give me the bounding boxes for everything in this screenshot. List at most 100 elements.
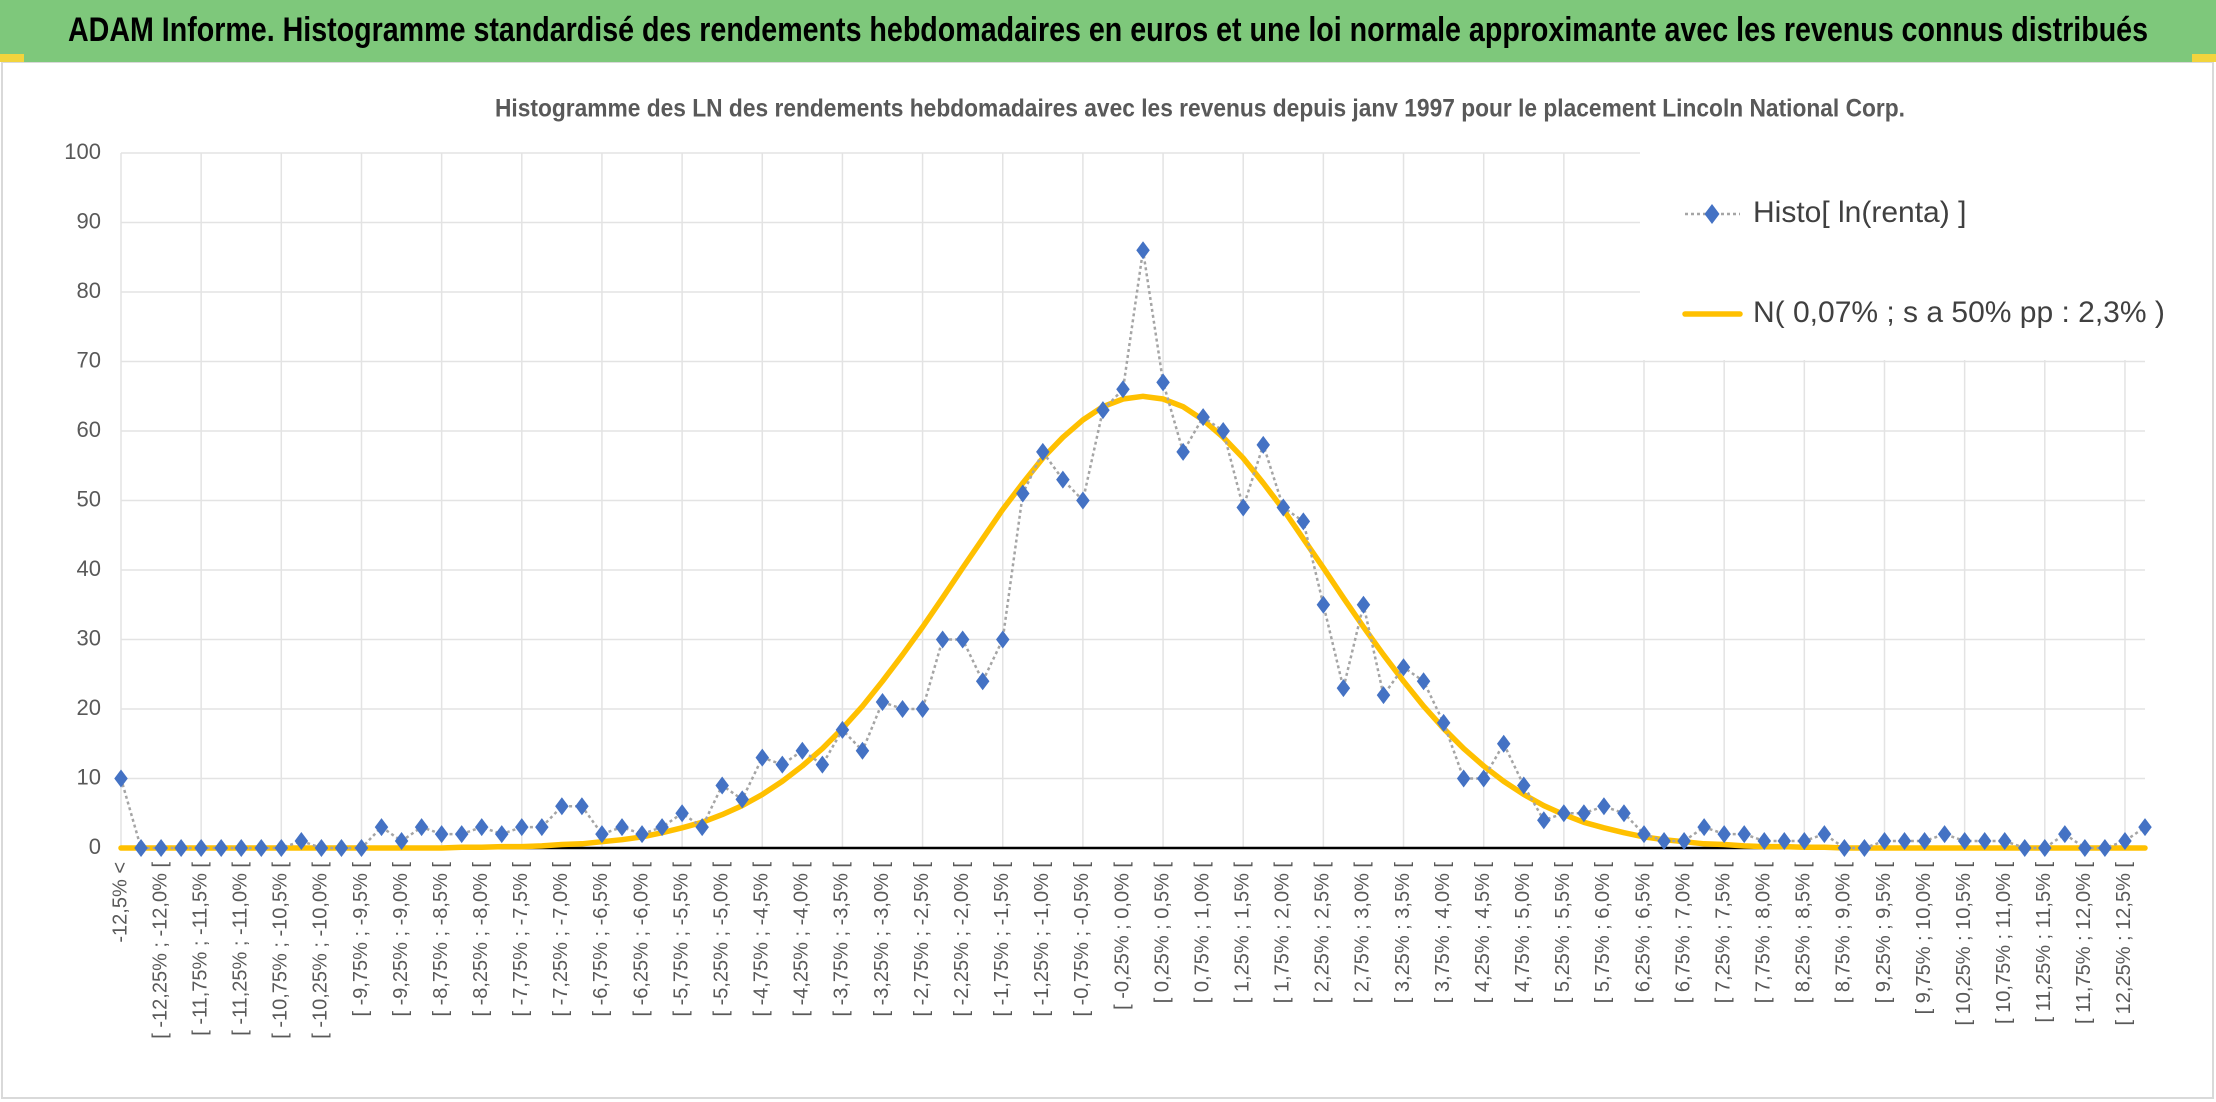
data-point: [314, 839, 329, 857]
data-point: [1236, 498, 1250, 517]
x-tick-label: [ -8,25% ; -8,0% [: [470, 862, 492, 1017]
data-point: [2018, 839, 2032, 857]
data-point: [2098, 839, 2112, 857]
data-point: [655, 818, 669, 837]
data-point: [1296, 512, 1311, 531]
legend-label: N( 0,07% ; s a 50% pp : 2,3% ): [1753, 296, 2165, 329]
x-tick-label: [ 4,25% ; 4,5% [: [1472, 862, 1494, 1004]
data-point: [1396, 658, 1411, 677]
data-point: [1076, 491, 1090, 510]
header-title: ADAM Informe. Histogramme standardisé de…: [68, 11, 2148, 49]
data-point: [1136, 241, 1150, 260]
data-point: [1416, 672, 1431, 691]
data-point: [1717, 825, 1731, 844]
x-tick-label: [ 9,75% ; 10,0% [: [1913, 862, 1935, 1015]
data-point: [1757, 832, 1771, 851]
x-tick-label: [ 11,75% ; 12,0% [: [2073, 862, 2095, 1024]
x-tick-label: [ -7,25% ; -7,0% [: [550, 862, 572, 1017]
data-point: [1997, 832, 2012, 851]
x-tick-label: [ -1,75% ; -1,5% [: [991, 862, 1013, 1017]
x-tick-label: [ -3,75% ; -3,5% [: [831, 862, 853, 1017]
data-point: [1877, 832, 1892, 851]
data-point: [454, 825, 469, 844]
x-tick-label: [ 3,25% ; 3,5% [: [1392, 862, 1414, 1004]
data-point: [2138, 818, 2152, 837]
data-point: [194, 839, 208, 857]
y-tick-label: 80: [77, 278, 101, 303]
y-tick-label: 0: [89, 834, 101, 859]
data-point: [1496, 734, 1511, 753]
data-point: [1116, 380, 1130, 399]
x-tick-label: [ 10,75% ; 11,0% [: [1993, 862, 2015, 1024]
y-tick-label: 70: [77, 347, 101, 372]
x-tick-label: [ 7,75% ; 8,0% [: [1753, 862, 1775, 1004]
data-point: [1456, 769, 1471, 788]
data-point: [1657, 832, 1671, 851]
data-point: [1917, 832, 1932, 851]
x-tick-label: [ 2,75% ; 3,0% [: [1352, 862, 1374, 1004]
data-point: [394, 832, 409, 851]
data-point: [695, 818, 709, 837]
y-tick-label: 60: [77, 417, 101, 442]
data-point: [795, 741, 810, 760]
data-point: [955, 630, 970, 649]
header-edge: [2192, 54, 2216, 62]
data-point: [1797, 832, 1812, 851]
data-point: [1517, 776, 1531, 795]
x-tick-label: [ -2,25% ; -2,0% [: [951, 862, 973, 1017]
x-tick-label: [ -4,75% ; -4,5% [: [751, 862, 773, 1017]
x-tick-label: [ 1,75% ; 2,0% [: [1272, 862, 1294, 1004]
x-tick-label: [ 8,75% ; 9,0% [: [1833, 862, 1855, 1004]
x-tick-label: [ 12,25% ; 12,5% [: [2113, 862, 2135, 1026]
x-tick-label: [ -5,25% ; -5,0% [: [710, 862, 732, 1017]
data-point: [1777, 832, 1792, 851]
y-tick-label: 30: [77, 625, 101, 650]
data-point: [875, 693, 890, 712]
data-point: [615, 818, 629, 837]
data-point: [1677, 832, 1691, 851]
data-point: [1537, 811, 1551, 830]
data-point: [1356, 595, 1371, 614]
x-tick-label: [ 11,25% ; 11,5% [: [2033, 862, 2055, 1023]
data-point: [434, 825, 449, 844]
x-tick-label: [ 5,25% ; 5,5% [: [1552, 862, 1574, 1004]
x-tick-label: [ -3,25% ; -3,0% [: [871, 862, 893, 1017]
data-point: [595, 825, 609, 844]
data-point: [935, 630, 950, 649]
data-point: [775, 755, 790, 774]
x-tick-label: [ -2,75% ; -2,5% [: [911, 862, 933, 1017]
data-point: [1156, 373, 1170, 392]
x-tick-label: [ 0,25% ; 0,5% [: [1151, 862, 1173, 1004]
data-point: [374, 818, 389, 837]
data-point: [1276, 498, 1291, 517]
x-tick-label: [ -5,75% ; -5,5% [: [670, 862, 692, 1017]
data-point: [535, 818, 549, 837]
data-point: [1436, 713, 1451, 732]
data-point: [1697, 818, 1711, 837]
x-tick-label: [ -1,25% ; -1,0% [: [1031, 862, 1053, 1017]
data-point: [1897, 832, 1912, 851]
header-edge: [0, 54, 24, 62]
data-point: [1837, 839, 1852, 857]
x-tick-label: [ 0,75% ; 1,0% [: [1191, 862, 1213, 1004]
data-point: [835, 720, 850, 739]
data-point: [555, 797, 569, 816]
data-point: [1256, 435, 1271, 454]
data-point: [134, 839, 148, 857]
data-point: [495, 825, 509, 844]
data-point: [1096, 401, 1110, 420]
y-tick-label: 40: [77, 556, 101, 581]
x-tick-label: [ 10,25% ; 10,5% [: [1953, 862, 1975, 1026]
y-tick-label: 10: [77, 764, 101, 789]
data-point: [755, 748, 770, 767]
data-point: [1857, 839, 1872, 857]
data-point: [2058, 825, 2072, 844]
data-point: [274, 839, 289, 857]
data-point: [735, 790, 749, 809]
data-point: [254, 839, 269, 857]
data-point: [1036, 442, 1050, 461]
data-point: [114, 769, 128, 788]
data-point: [1056, 470, 1070, 489]
x-tick-label: [ 3,75% ; 4,0% [: [1432, 862, 1454, 1004]
